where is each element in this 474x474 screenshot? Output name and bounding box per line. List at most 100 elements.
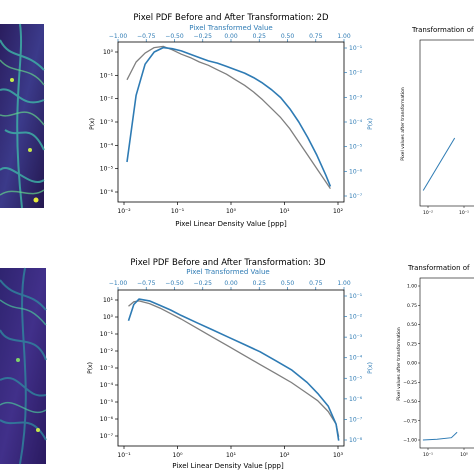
top-tick-label: 0.50 (281, 33, 295, 40)
right-tick-label: 10⁻² (349, 314, 363, 321)
left-tick-label: 10⁻⁶ (100, 189, 114, 196)
top-tick-label: −1.00 (109, 280, 128, 287)
left-tick-label: 10⁻⁷ (100, 433, 114, 440)
x-axis-label: Pixel Linear Density Value [ppp] (172, 462, 284, 470)
left-tick-label: 10⁻³ (100, 119, 114, 126)
transformation-line (422, 431, 458, 441)
series-line-after (127, 298, 340, 441)
side-y-tick-label: 0.50 (407, 322, 417, 328)
transformation-chart-3d: Transformation of Pixel values after tra… (396, 264, 474, 458)
series-line-before (128, 300, 340, 438)
right-tick-label: 10⁻³ (349, 334, 363, 341)
plot-frame (117, 289, 345, 447)
bottom-tick-labels: 10⁻² 10⁻¹ 10⁰ 10¹ 10² (117, 202, 344, 215)
right-tick-labels: 10⁻¹ 10⁻² 10⁻³ 10⁻⁴ 10⁻⁵ 10⁻⁶ 10⁻⁷ 10⁻⁸ (344, 293, 363, 444)
top-tick-label: −0.75 (137, 33, 156, 40)
right-tick-label: 10⁻⁴ (349, 355, 363, 362)
side-y-tick-label: −0.25 (403, 380, 417, 386)
top-tick-labels: −1.00 −0.75 −0.50 −0.25 0.00 0.25 0.50 0.75 1.00 (109, 280, 351, 290)
left-tick-label: 10⁻³ (100, 365, 114, 372)
pdf-chart-3d: Pixel PDF Before and After Transformatio… (87, 258, 374, 470)
right-tick-label: 10⁻⁵ (349, 144, 363, 151)
density-image-3d (0, 267, 47, 465)
side-series-group (422, 137, 456, 191)
left-tick-label: 10⁻⁴ (100, 142, 114, 149)
plot-frame (117, 41, 345, 203)
y-axis-label-right: P(x) (367, 118, 374, 130)
bottom-tick-labels: 10⁻¹ 10⁰ 10¹ 10² 10³ (117, 446, 344, 459)
y-axis-label-left: P(x) (89, 118, 96, 130)
side-x-tick-labels: 10⁻¹ 10⁰ (423, 448, 468, 458)
pdf-chart-2d: Pixel PDF Before and After Transformatio… (89, 13, 374, 228)
top-tick-label: −0.75 (137, 280, 156, 287)
right-tick-label: 10⁻⁷ (349, 193, 363, 200)
side-plot-frame (419, 277, 474, 449)
top-tick-label: −1.00 (109, 33, 128, 40)
bottom-tick-label: 10¹ (226, 452, 237, 459)
top-tick-label: 0.50 (281, 280, 295, 287)
right-tick-label: 10⁻⁵ (349, 375, 363, 382)
bottom-tick-label: 10² (279, 452, 290, 459)
top-tick-label: −0.25 (194, 33, 213, 40)
density-image-2d (0, 23, 45, 209)
bottom-tick-label: 10² (333, 208, 344, 215)
right-tick-label: 10⁻⁸ (349, 437, 363, 444)
bottom-tick-label: 10³ (333, 452, 344, 459)
y-axis-label-right: P(x) (367, 362, 374, 374)
side-x-tick-labels: 10⁻² 10⁻¹ (423, 206, 469, 216)
transformation-line (422, 137, 456, 191)
left-tick-label: 10⁻⁵ (100, 399, 114, 406)
side-series-group (422, 431, 458, 441)
bottom-tick-label: 10⁰ (226, 208, 237, 215)
side-chart-title: Transformation of (407, 264, 470, 272)
left-tick-labels: 10⁰ 10⁻¹ 10⁻² 10⁻³ 10⁻⁴ 10⁻⁵ 10⁻⁶ (100, 49, 118, 196)
y-axis-label-left: P(x) (87, 362, 94, 374)
bottom-tick-label: 10¹ (279, 208, 290, 215)
right-tick-labels: 10⁻¹ 10⁻² 10⁻³ 10⁻⁴ 10⁻⁵ 10⁻⁶ 10⁻⁷ (344, 45, 363, 200)
side-x-tick-label: 10⁻² (423, 210, 433, 216)
chart-title: Pixel PDF Before and After Transformatio… (130, 258, 326, 268)
right-tick-label: 10⁻⁶ (349, 396, 363, 403)
left-tick-label: 10¹ (103, 297, 114, 304)
x-axis-label: Pixel Linear Density Value [ppp] (175, 220, 287, 228)
right-tick-label: 10⁻³ (349, 94, 363, 101)
top-tick-label: −0.50 (165, 33, 184, 40)
left-tick-label: 10⁰ (103, 49, 114, 56)
bottom-tick-label: 10⁻¹ (117, 452, 131, 459)
top-tick-label: 1.00 (337, 280, 351, 287)
series-group (127, 298, 340, 441)
side-plot-frame (419, 39, 474, 207)
series-group (126, 45, 332, 190)
bottom-tick-label: 10⁰ (172, 452, 183, 459)
side-x-tick-label: 10⁻¹ (423, 452, 433, 458)
bottom-tick-label: 10⁻² (117, 208, 131, 215)
side-y-tick-label: 0.00 (407, 361, 417, 367)
side-x-tick-label: 10⁻¹ (459, 210, 469, 216)
side-y-tick-label: −0.75 (403, 418, 417, 424)
side-y-tick-label: −0.50 (403, 399, 417, 405)
top-tick-label: 0.00 (224, 33, 238, 40)
side-y-tick-label: 0.25 (407, 341, 417, 347)
left-tick-label: 10⁻⁴ (100, 382, 114, 389)
right-tick-label: 10⁻² (349, 70, 363, 77)
top-axis-label: Pixel Transformed Value (189, 24, 272, 32)
top-tick-label: 0.75 (309, 33, 323, 40)
top-tick-label: 0.00 (224, 280, 238, 287)
right-tick-label: 10⁻⁴ (349, 119, 363, 126)
left-tick-label: 10⁻² (100, 96, 114, 103)
top-tick-labels: −1.00 −0.75 −0.50 −0.25 0.00 0.25 0.50 0.75 1.00 (109, 33, 351, 42)
side-y-tick-label: 0.75 (407, 303, 417, 309)
left-tick-label: 10⁻⁵ (100, 166, 114, 173)
top-tick-label: −0.50 (165, 280, 184, 287)
side-y-tick-label: −1.00 (403, 438, 417, 444)
top-tick-label: 0.25 (253, 33, 267, 40)
right-tick-label: 10⁻¹ (349, 45, 363, 52)
right-tick-label: 10⁻⁷ (349, 416, 363, 423)
bottom-tick-label: 10⁻¹ (171, 208, 185, 215)
chart-title: Pixel PDF Before and After Transformatio… (133, 13, 329, 23)
side-y-axis-label: Pixel values after transformation (396, 327, 402, 401)
transformation-chart-2d: Transformation of Pixel values after tra… (400, 26, 474, 216)
side-y-tick-labels: 1.00 0.75 0.50 0.25 0.00 −0.25 −0.50 −0.75 −1.00 (403, 284, 420, 444)
side-chart-title: Transformation of (411, 26, 474, 34)
